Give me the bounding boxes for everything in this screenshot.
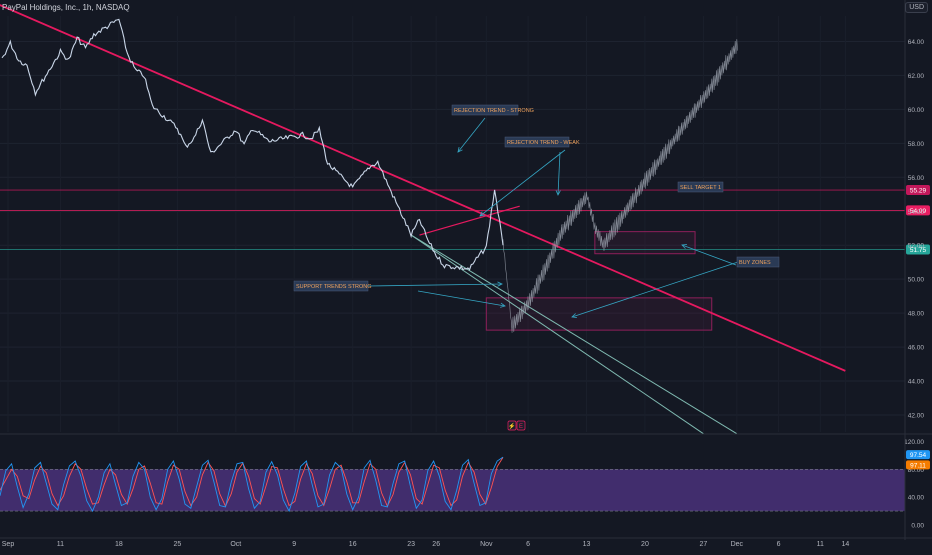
annotation-box: [736, 256, 780, 268]
stoch-d-label: 97.11: [910, 462, 926, 469]
x-tick-label: 18: [115, 541, 123, 548]
price-level-label: 55.29: [910, 188, 927, 195]
y-tick-label: 42.00: [908, 413, 925, 420]
stoch-k-label: 97.54: [910, 452, 927, 459]
x-tick-label: 27: [700, 541, 708, 548]
annotations: REJECTION TREND - STRONG REJECTION TREND …: [293, 104, 780, 431]
osc-tick-label: 40.00: [908, 495, 925, 502]
projection: [502, 39, 738, 333]
y-tick-label: 54.00: [908, 209, 925, 216]
price-level-tag: [906, 244, 930, 255]
arrow-head: [457, 147, 463, 153]
main-descending-resistance: [0, 4, 846, 372]
annotation-box: [451, 104, 519, 116]
y-tick-label: 46.00: [908, 345, 925, 352]
price-level-tag: [906, 205, 930, 216]
x-tick-label: Dec: [731, 541, 744, 548]
stoch-k-tag: [906, 450, 930, 460]
x-tick-label: 11: [817, 541, 824, 548]
x-tick-label: Nov: [480, 541, 493, 548]
annotation-label: REJECTION TREND - WEAK: [507, 140, 580, 146]
y-tick-label: 62.00: [908, 73, 925, 80]
callout-arrow: [571, 261, 739, 318]
symbol-title: PayPal Holdings, Inc., 1h, NASDAQ: [2, 3, 130, 12]
price-line: [1, 18, 504, 271]
stoch-d-tag: [906, 460, 930, 470]
osc-tick-label: 80.00: [908, 467, 925, 474]
stoch-k-line: [0, 456, 504, 513]
event-badge-label: E: [519, 424, 523, 430]
x-tick-label: 26: [432, 541, 440, 548]
support-trend-2: [410, 234, 738, 435]
arrow-head: [479, 211, 485, 217]
x-tick-label: 14: [841, 541, 849, 548]
x-tick-label: 25: [173, 541, 181, 548]
annotation-label: REJECTION TREND - STRONG: [454, 108, 534, 114]
y-tick-label: 60.00: [908, 107, 925, 114]
price-level-label: 51.75: [910, 247, 927, 254]
annotation-box: [293, 280, 369, 292]
x-tick-label: 9: [292, 541, 296, 548]
price-level-tag: [906, 185, 930, 196]
y-tick-label: 48.00: [908, 311, 925, 318]
x-tick-label: 13: [583, 541, 591, 548]
callout-arrow: [681, 244, 737, 266]
stoch-d-line: [0, 457, 504, 508]
callout-arrow: [367, 283, 503, 287]
trendlines: [0, 4, 846, 435]
x-tick-label: 6: [526, 541, 530, 548]
annotation-label: SUPPORT TRENDS STRONG: [296, 284, 372, 290]
callout-arrows: [367, 117, 739, 319]
arrow-head: [497, 281, 503, 287]
callout-arrow: [457, 117, 486, 153]
y-tick-label: 64.00: [908, 39, 925, 46]
arrow-head: [571, 313, 578, 319]
projected-price-path: [502, 39, 738, 333]
arrow-head: [555, 190, 561, 196]
arrow-head: [500, 302, 506, 308]
y-tick-label: 50.00: [908, 277, 925, 284]
support-trend-1: [410, 234, 704, 435]
callout-arrow: [557, 151, 561, 196]
y-tick-label: 56.00: [908, 175, 925, 182]
x-tick-label: 11: [57, 541, 64, 548]
y-tick-label: 52.00: [908, 243, 925, 250]
callout-arrow: [479, 149, 566, 217]
event-badge-label: ⚡: [508, 422, 515, 430]
x-tick-label: 6: [777, 541, 781, 548]
x-tick-label: 20: [641, 541, 649, 548]
x-tick-label: Sep: [2, 541, 15, 548]
weak-rejection-trend: [419, 205, 520, 236]
arrow-head: [681, 244, 688, 249]
x-tick-label: Oct: [230, 541, 241, 548]
osc-tick-label: 0.00: [911, 523, 924, 530]
price-line-path: [1, 18, 504, 271]
osc-tick-label: 120.00: [904, 439, 924, 446]
event-badge: [516, 420, 526, 431]
annotation-label: SELL TARGET 1: [680, 185, 721, 191]
currency-button[interactable]: USD: [905, 2, 928, 13]
x-tick-label: 23: [407, 541, 415, 548]
callout-arrow: [417, 290, 506, 307]
price-level-label: 54.09: [910, 208, 927, 215]
oscillator-pane: 120.00 80.00 40.00 0.00 97.54 97.11: [0, 439, 930, 530]
annotation-box: [677, 181, 724, 193]
grid: [0, 16, 905, 432]
annotation-label: BUY ZONES: [739, 260, 771, 266]
annotation-box: [504, 136, 570, 148]
buy-zone-upper: [594, 231, 696, 255]
y-tick-label: 44.00: [908, 379, 925, 386]
price-levels: 55.29 54.09 51.75: [0, 185, 930, 255]
x-tick-label: 16: [349, 541, 357, 548]
event-badge: [507, 420, 517, 431]
y-tick-label: 58.00: [908, 141, 925, 148]
